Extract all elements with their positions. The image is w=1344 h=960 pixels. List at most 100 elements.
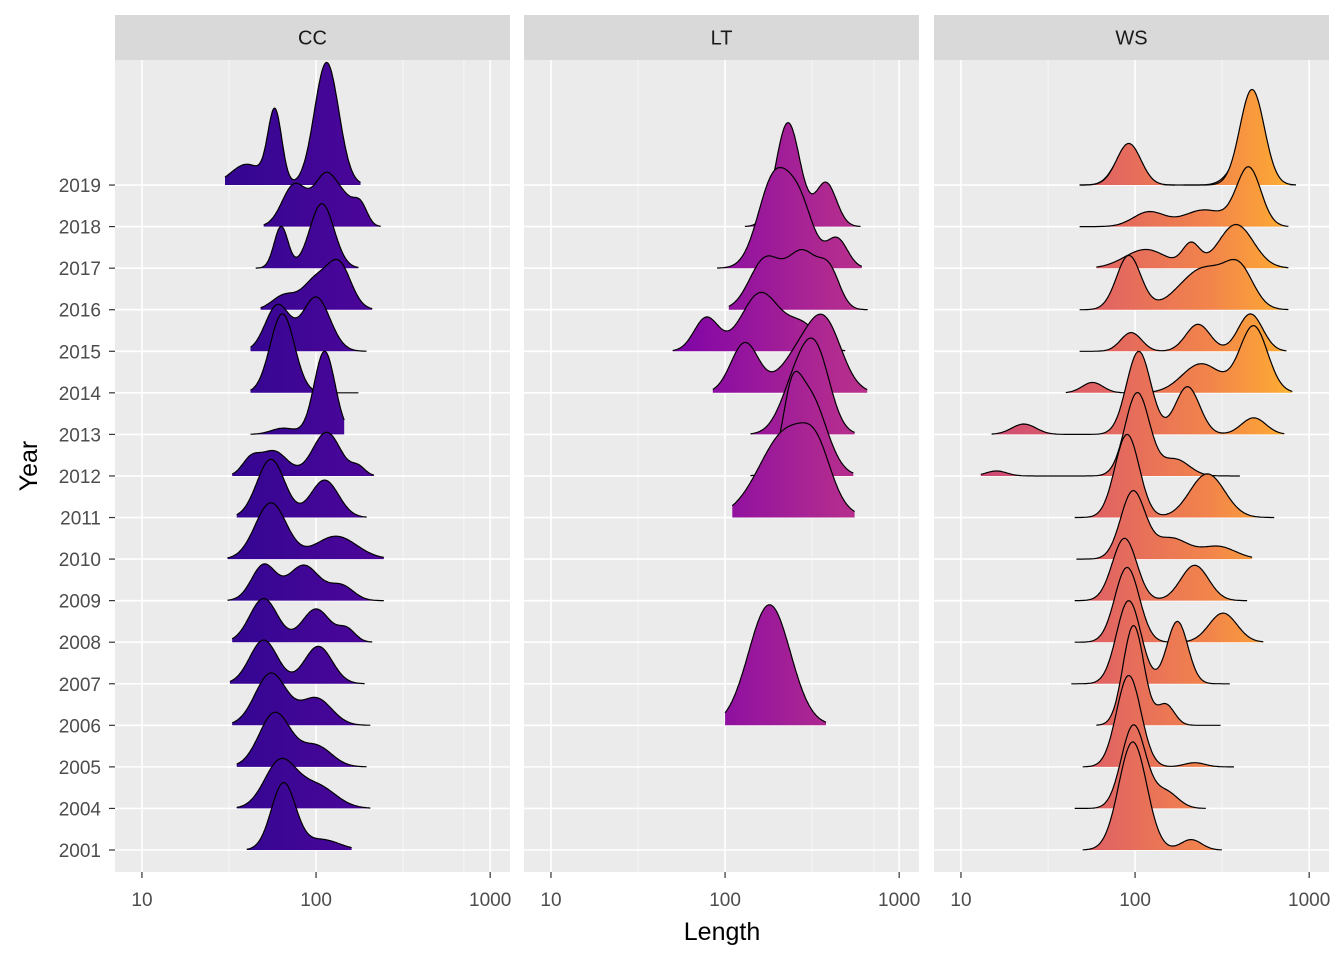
panel-background xyxy=(524,60,919,872)
ridge-cc-2009 xyxy=(227,563,384,602)
y-tick-label: 2009 xyxy=(59,592,101,613)
ridge-cc-2005 xyxy=(236,711,367,768)
ridge-ws-2005 xyxy=(1082,674,1234,768)
y-tick-label: 2017 xyxy=(59,259,101,280)
ridge-outline xyxy=(250,296,367,352)
y-tick-label: 2015 xyxy=(59,342,101,363)
ridge-lt-2014 xyxy=(712,313,868,393)
ridge-cc-2008 xyxy=(231,598,373,643)
ridge-outline xyxy=(231,598,373,643)
ridge-outline xyxy=(1079,166,1289,228)
y-tick-label: 2012 xyxy=(59,467,101,488)
ridge-ws-2018 xyxy=(1079,166,1289,228)
ridge-outline xyxy=(1076,490,1253,560)
ridge-outline xyxy=(229,639,365,685)
ridge-outline xyxy=(1071,600,1230,685)
facet-panel-ws: WS 10 100 1000 xyxy=(873,15,1330,911)
x-tick-label: 100 xyxy=(1119,890,1151,911)
strip-label: LT xyxy=(711,28,733,50)
ridge-cc-2001 xyxy=(246,782,352,850)
ridge-fill xyxy=(263,172,381,227)
y-tick-label: 2005 xyxy=(59,758,101,779)
ridges xyxy=(980,88,1296,851)
ridge-fill xyxy=(229,640,365,684)
ridge-fill xyxy=(717,167,862,269)
ridge-outline xyxy=(1074,724,1206,809)
ridge-fill xyxy=(246,782,352,850)
ridge-outline xyxy=(724,604,827,723)
ridge-cc-2014 xyxy=(250,313,359,394)
ridge-outline xyxy=(236,711,367,768)
ridge-fill xyxy=(260,259,373,310)
ridge-fill xyxy=(227,502,384,560)
ridge-fill xyxy=(712,314,868,393)
ridge-outline xyxy=(1074,537,1248,602)
ridge-outline xyxy=(750,337,855,435)
ridge-fill xyxy=(1082,675,1234,767)
y-tick-label: 2013 xyxy=(59,425,101,446)
x-tick-label: 100 xyxy=(300,890,332,911)
ridge-fill xyxy=(732,422,855,518)
ridge-outline xyxy=(236,458,367,518)
ridge-outline xyxy=(712,313,868,391)
y-tick-label: 2010 xyxy=(59,550,101,571)
ridge-outline xyxy=(250,350,345,435)
ridge-outline xyxy=(1074,433,1275,519)
x-tick-label: 10 xyxy=(131,890,152,911)
y-axis: 2001 2004 2005 2006 2007 2008 2009 2010 2011 2012… xyxy=(59,176,115,862)
ridge-fill xyxy=(1183,89,1296,185)
y-tick-label: 2018 xyxy=(59,218,101,239)
y-tick-label: 2004 xyxy=(59,799,102,820)
ridge-cc-2017 xyxy=(255,203,359,269)
ridges xyxy=(224,61,384,850)
ridge-cc-2018 xyxy=(263,171,381,227)
ridge-cc-2016 xyxy=(260,258,373,310)
ridge-fill xyxy=(1082,742,1222,850)
ridge-fill xyxy=(1074,434,1275,518)
ridge-cc-2010 xyxy=(227,502,384,560)
y-axis-title: Year xyxy=(15,441,43,492)
x-tick-label: 1000 xyxy=(469,890,511,911)
x-tick-label: 10 xyxy=(950,890,971,911)
y-tick-label: 2016 xyxy=(59,301,101,322)
ridge-fill xyxy=(1079,143,1176,185)
ridge-outline xyxy=(1079,254,1289,311)
ridge-outline xyxy=(980,391,1240,477)
y-tick-label: 2008 xyxy=(59,633,101,654)
y-tick-label: 2019 xyxy=(59,176,101,197)
ridge-outline xyxy=(1096,625,1221,726)
x-tick-label: 1000 xyxy=(1288,890,1330,911)
ridge-outline xyxy=(1082,674,1234,768)
ridge-outline xyxy=(1096,223,1289,269)
ridge-outline xyxy=(246,782,352,850)
ridge-outline xyxy=(1082,741,1222,851)
strip-label: CC xyxy=(298,28,327,50)
ridge-outline xyxy=(227,563,384,602)
strip-background xyxy=(115,15,510,60)
y-tick-label: 2011 xyxy=(60,509,101,530)
ridge-cc-2006 xyxy=(231,672,371,726)
ridge-fill xyxy=(1079,166,1289,227)
ridge-fill xyxy=(232,598,373,643)
ridge-outline xyxy=(1065,325,1293,394)
ridge-cc-2013 xyxy=(250,350,345,435)
ridge-outline xyxy=(227,502,384,559)
ridges xyxy=(672,122,868,726)
ridge-fill xyxy=(725,604,826,726)
ridge-fill xyxy=(1079,313,1287,352)
ridge-outline xyxy=(231,431,375,476)
ridge-outline xyxy=(728,249,868,311)
y-tick-label: 2001 xyxy=(59,841,101,862)
ridge-cc-2004 xyxy=(236,757,371,809)
ridge-outline xyxy=(250,313,359,394)
ridge-outline xyxy=(991,350,1285,435)
ridge-outline xyxy=(1079,142,1176,186)
ridge-ws-2015 xyxy=(1079,313,1287,352)
x-tick-label: 1000 xyxy=(878,890,920,911)
ridge-outline xyxy=(260,258,373,310)
ridge-ws-2017 xyxy=(1096,223,1289,269)
ridge-ws-2012 xyxy=(980,391,1240,477)
ridge-lt-2017 xyxy=(717,166,863,269)
ridge-cc-2019 xyxy=(224,61,361,185)
